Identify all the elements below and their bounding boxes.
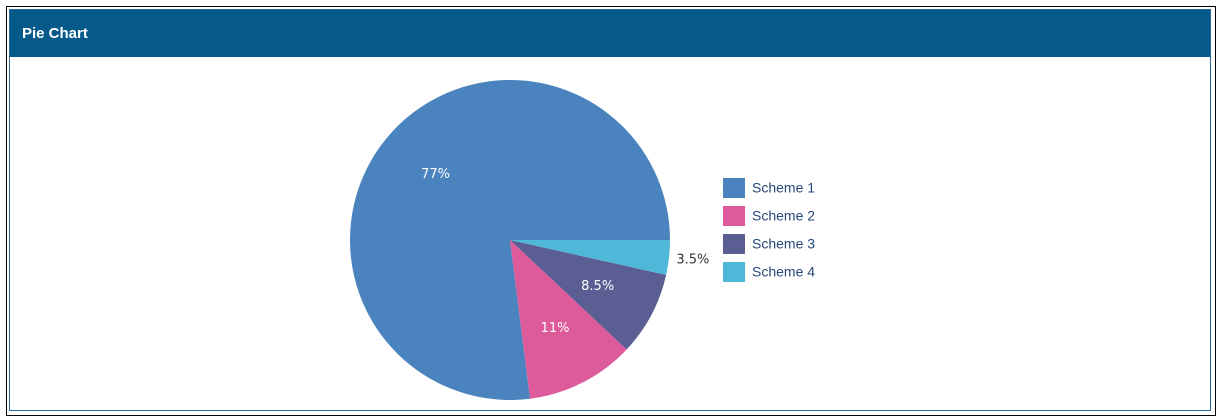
legend-swatch — [723, 262, 745, 282]
slice-label: 11% — [541, 321, 570, 336]
legend-label: Scheme 2 — [752, 208, 815, 224]
panel-title: Pie Chart — [10, 10, 1210, 57]
pie-slice — [510, 240, 667, 350]
pie-slice — [510, 240, 670, 275]
slice-label: 77% — [421, 167, 450, 182]
pie-slice — [510, 240, 627, 399]
panel: Pie Chart — [9, 9, 1211, 411]
legend-swatch — [723, 234, 745, 254]
legend-swatch — [723, 178, 745, 198]
legend-label: Scheme 4 — [752, 264, 815, 280]
frame: Pie Chart — [6, 6, 1216, 416]
legend-label: Scheme 1 — [752, 180, 815, 196]
legend-swatch — [723, 206, 745, 226]
pie-slice — [349, 80, 670, 400]
slice-label: 8.5% — [581, 279, 614, 294]
slice-label: 3.5% — [676, 253, 709, 268]
legend-label: Scheme 3 — [752, 236, 815, 252]
